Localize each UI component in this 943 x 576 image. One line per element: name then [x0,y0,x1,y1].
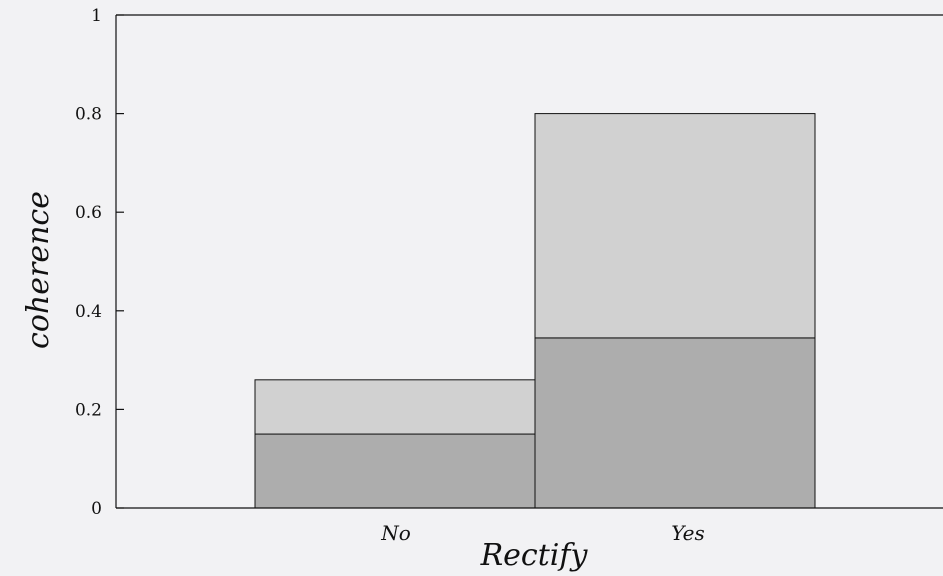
bar-yes-segment-1 [534,337,816,509]
y-ticks: 0 0.2 0.4 0.6 0.8 1 [75,6,124,519]
bar-yes-segment-2 [534,113,816,339]
y-axis-title: coherence [21,191,56,349]
x-axis-title: Rectify [480,538,589,573]
bar-no-segment-2 [254,379,536,435]
y-tick-label-4: 0.8 [75,105,102,125]
x-category-label-yes: Yes [671,521,705,545]
y-tick-label-1: 0.2 [75,400,102,420]
y-tick-label-3: 0.6 [75,203,102,223]
x-category-label-no: No [380,521,411,545]
y-tick-label-2: 0.4 [75,302,102,322]
y-tick-label-5: 1 [91,6,102,26]
bars-layer [254,113,816,509]
bar-no-segment-1 [254,433,536,509]
y-tick-label-0: 0 [91,499,102,519]
